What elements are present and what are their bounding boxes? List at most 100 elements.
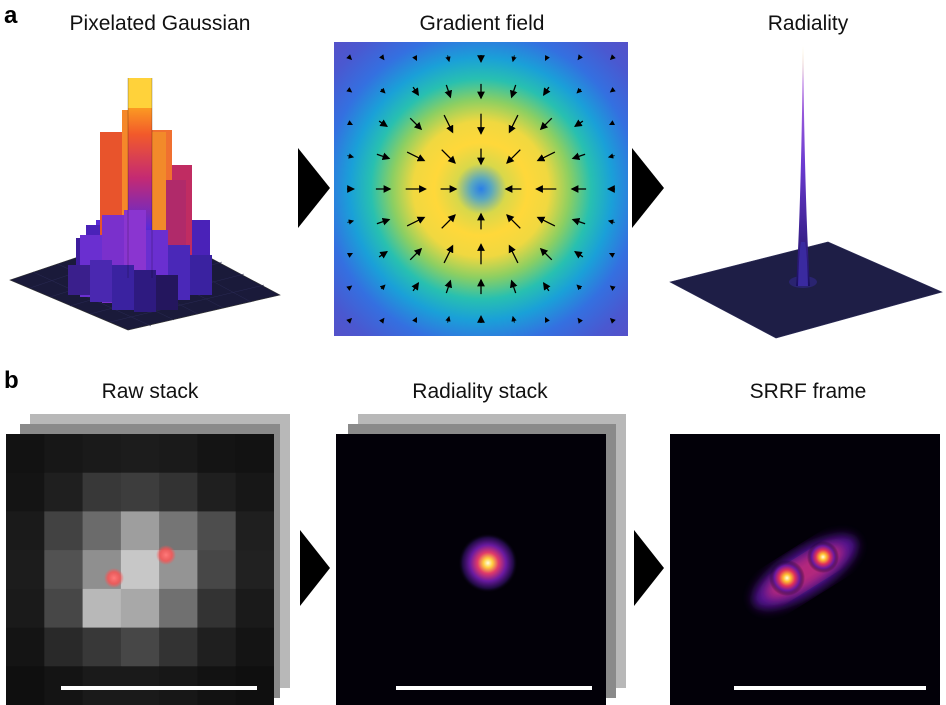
gradient-arrow [574, 119, 584, 128]
raw-stack-frame [6, 434, 274, 705]
radiality-stack-frame [336, 434, 606, 705]
scale-bar-radiality [396, 686, 592, 690]
gradient-arrow [577, 54, 583, 61]
gradient-arrow [539, 117, 553, 131]
gradient-arrow [412, 316, 418, 324]
pixelated-gaussian-plot [9, 78, 281, 331]
raw-pixel [120, 434, 160, 474]
gradient-arrow [542, 86, 551, 96]
arrowhead-2 [632, 148, 664, 228]
raw-pixel [82, 588, 122, 629]
gradient-arrow [609, 317, 616, 324]
gradient-field-plot [334, 42, 628, 336]
raw-pixel [6, 588, 45, 629]
gradient-arrow [346, 317, 353, 324]
emitter-dot-2 [104, 568, 124, 588]
raw-pixel [197, 472, 237, 512]
arrowhead-3 [300, 530, 330, 606]
title-pixelated-gaussian: Pixelated Gaussian [69, 12, 251, 35]
gradient-arrow [409, 117, 423, 131]
raw-pixel [120, 472, 160, 512]
raw-pixel [197, 550, 237, 590]
raw-pixel [235, 434, 274, 474]
title-gradient-field: Gradient field [419, 12, 545, 35]
raw-pixel [159, 666, 198, 705]
srrf-spot-1 [769, 560, 805, 596]
raw-pixel [44, 434, 84, 474]
raw-pixel [44, 666, 84, 705]
raw-pixel [120, 550, 160, 590]
gradient-arrow [576, 87, 583, 94]
raw-pixel [159, 472, 198, 512]
gradient-arrow [379, 87, 386, 94]
raw-pixel [235, 588, 274, 629]
gradient-arrow [544, 54, 550, 62]
title-raw-stack: Raw stack [101, 380, 199, 403]
gradient-arrow [376, 152, 391, 161]
radiality-spot [458, 533, 518, 593]
raw-pixel [6, 472, 45, 512]
raw-pixel [159, 511, 198, 551]
raw-pixel [6, 550, 45, 590]
gradient-arrow [506, 214, 521, 229]
gradient-arrow [346, 120, 354, 126]
gradient-arrow [378, 250, 388, 259]
gradient-arrow [346, 54, 353, 61]
title-radiality: Radiality [767, 12, 849, 35]
gradient-arrow [536, 151, 556, 162]
gradient-arrow [379, 284, 386, 291]
gradient-arrow [506, 149, 521, 164]
gradient-arrow [509, 279, 518, 294]
title-radiality-stack: Radiality stack [412, 380, 548, 403]
gradient-arrow [577, 317, 583, 324]
gradient-arrow [539, 247, 553, 261]
gradient-arrow [412, 54, 418, 62]
gradient-arrow [576, 284, 583, 291]
raw-pixel [44, 472, 84, 512]
gradient-arrow [379, 317, 385, 324]
raw-pixel [6, 511, 45, 551]
raw-pixel [82, 434, 122, 474]
gradient-arrow [443, 244, 454, 264]
raw-pixel [6, 666, 45, 705]
arrowhead-4 [634, 530, 664, 606]
gradient-arrow [445, 315, 451, 323]
panel-label-b: b [4, 367, 19, 394]
gradient-arrow [511, 55, 517, 63]
scale-bar-srrf [734, 686, 926, 690]
raw-pixel [82, 627, 122, 667]
panel-label-a: a [4, 2, 18, 29]
raw-pixel [120, 627, 160, 667]
scale-bar-raw [61, 686, 257, 690]
gradient-arrow [379, 54, 385, 61]
raw-pixel [235, 472, 274, 512]
gradient-arrow [511, 315, 517, 323]
title-srrf-frame: SRRF frame [749, 380, 867, 403]
raw-pixel [197, 434, 237, 474]
raw-pixel [235, 550, 274, 590]
gradient-arrows [346, 54, 616, 324]
raw-pixel [44, 627, 84, 667]
gradient-arrow [607, 219, 615, 225]
gradient-arrow [445, 55, 451, 63]
gradient-arrow [509, 84, 518, 99]
gradient-arrow [376, 217, 391, 226]
raw-pixel [120, 666, 160, 705]
raw-pixel [82, 472, 122, 512]
raw-pixel [159, 627, 198, 667]
gradient-arrow [609, 285, 616, 291]
srrf-spot-2 [807, 541, 839, 573]
gradient-arrow [378, 119, 388, 128]
raw-pixel [235, 511, 274, 551]
gradient-arrow [571, 152, 586, 161]
raw-pixel [44, 511, 84, 551]
gradient-arrow [406, 151, 426, 162]
gradient-arrow [346, 87, 353, 93]
gradient-arrow [536, 216, 556, 227]
gradient-arrow [347, 153, 355, 159]
emitter-dot-1 [156, 545, 176, 565]
gradient-arrow [608, 252, 616, 258]
gradient-arrow [346, 285, 353, 291]
raw-pixel [82, 666, 122, 705]
raw-pixel [44, 550, 84, 590]
